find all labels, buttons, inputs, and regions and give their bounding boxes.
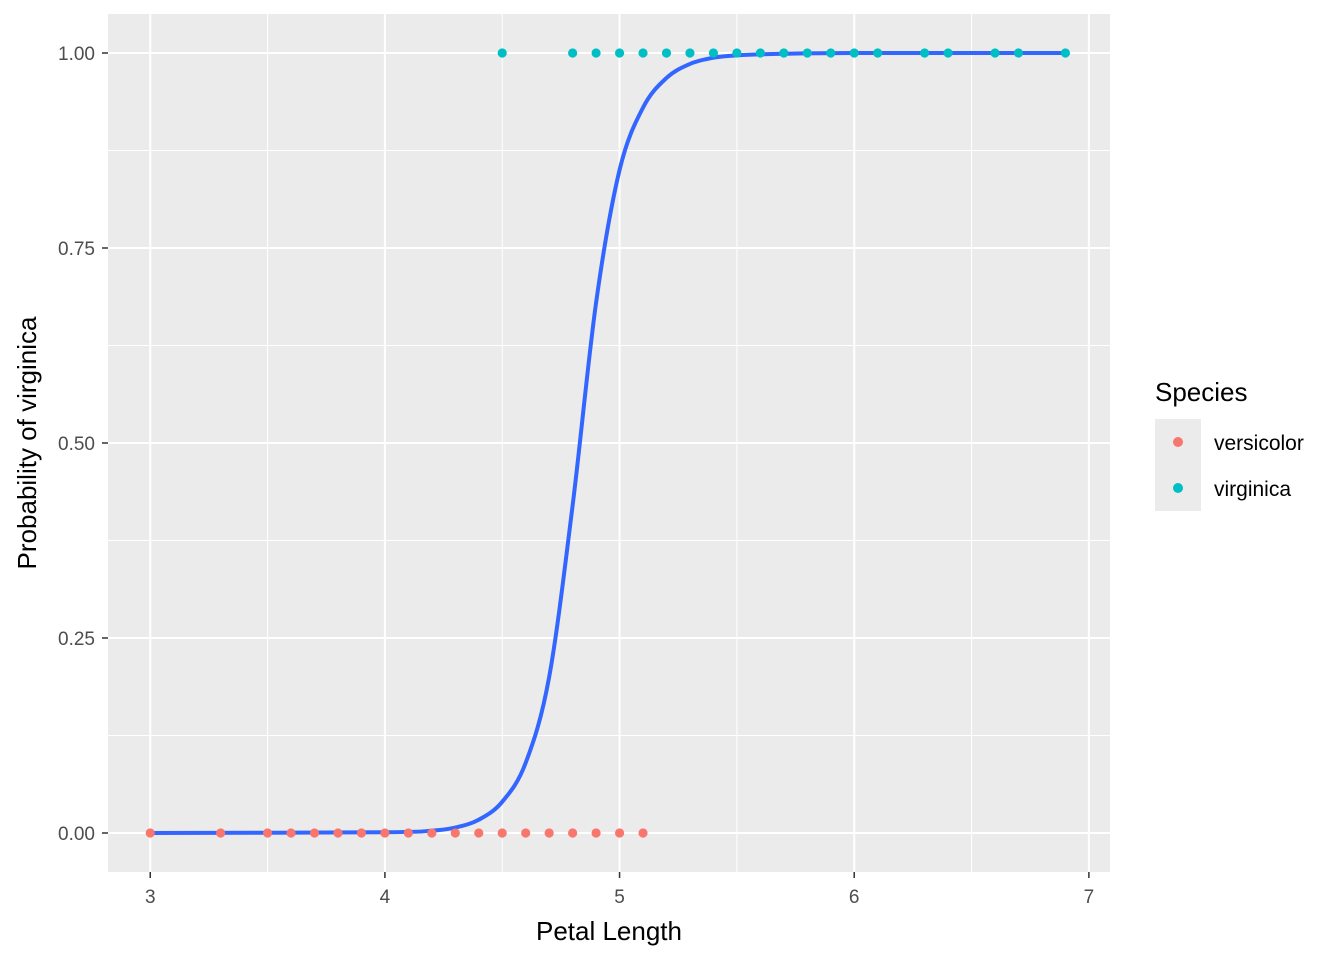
data-point-versicolor bbox=[591, 828, 601, 838]
y-tick-label: 1.00 bbox=[58, 44, 95, 65]
data-point-virginica bbox=[614, 48, 625, 58]
data-point-versicolor bbox=[145, 828, 155, 838]
data-point-versicolor bbox=[474, 828, 484, 838]
data-point-virginica bbox=[873, 48, 883, 58]
data-point-versicolor bbox=[568, 828, 578, 838]
legend-key-versicolor bbox=[1173, 437, 1183, 447]
y-tick-label: 0.50 bbox=[58, 434, 95, 455]
data-point-virginica bbox=[779, 48, 789, 58]
x-tick-label: 5 bbox=[614, 887, 625, 908]
data-point-virginica bbox=[943, 48, 953, 58]
legend-key-background bbox=[1155, 419, 1201, 511]
x-tick-label: 7 bbox=[1084, 887, 1095, 908]
data-point-virginica bbox=[661, 48, 672, 58]
data-point-virginica bbox=[591, 48, 601, 58]
y-axis-title: Probability of virginica bbox=[12, 316, 42, 569]
data-point-versicolor bbox=[262, 828, 273, 838]
data-point-versicolor bbox=[497, 828, 507, 838]
y-tick-label: 0.75 bbox=[58, 239, 95, 260]
grid-lines bbox=[108, 14, 1110, 872]
legend-label-virginica: virginica bbox=[1214, 478, 1291, 501]
data-point-virginica bbox=[638, 48, 648, 58]
data-point-versicolor bbox=[286, 828, 296, 838]
data-point-virginica bbox=[708, 48, 719, 58]
data-point-versicolor bbox=[614, 828, 625, 838]
data-point-virginica bbox=[849, 48, 859, 58]
data-point-versicolor bbox=[638, 828, 648, 838]
x-tick-label: 4 bbox=[380, 887, 391, 908]
data-point-versicolor bbox=[356, 828, 367, 838]
legend-label-versicolor: versicolor bbox=[1214, 432, 1304, 455]
data-point-versicolor bbox=[521, 828, 531, 838]
data-point-versicolor bbox=[380, 828, 390, 838]
data-point-virginica bbox=[1013, 48, 1024, 58]
data-point-virginica bbox=[755, 48, 765, 58]
y-tick-label: 0.00 bbox=[58, 824, 95, 845]
legend-key-virginica bbox=[1173, 483, 1183, 493]
data-point-versicolor bbox=[333, 828, 343, 838]
legend: Species versicolor virginica bbox=[1155, 377, 1304, 511]
data-point-versicolor bbox=[309, 828, 320, 838]
data-point-virginica bbox=[990, 48, 1000, 58]
data-point-virginica bbox=[802, 48, 812, 58]
x-tick-label: 6 bbox=[849, 887, 860, 908]
legend-title: Species bbox=[1155, 377, 1248, 407]
data-point-virginica bbox=[568, 48, 578, 58]
data-point-virginica bbox=[497, 48, 507, 58]
x-tick-label: 3 bbox=[145, 887, 156, 908]
data-point-versicolor bbox=[216, 828, 226, 838]
data-point-virginica bbox=[826, 48, 836, 58]
data-points-layer bbox=[145, 48, 1071, 838]
x-axis-title: Petal Length bbox=[536, 916, 682, 946]
data-point-versicolor bbox=[427, 828, 437, 838]
data-point-virginica bbox=[685, 48, 695, 58]
data-point-versicolor bbox=[450, 828, 460, 838]
data-point-virginica bbox=[1060, 48, 1071, 58]
data-point-versicolor bbox=[544, 828, 554, 838]
axes: 3 4 5 6 7 0.00 0.25 0.50 0.75 1.00 bbox=[58, 44, 1094, 908]
data-point-virginica bbox=[920, 48, 930, 58]
data-point-virginica bbox=[732, 48, 742, 58]
data-point-versicolor bbox=[403, 828, 413, 838]
y-tick-label: 0.25 bbox=[58, 629, 95, 650]
